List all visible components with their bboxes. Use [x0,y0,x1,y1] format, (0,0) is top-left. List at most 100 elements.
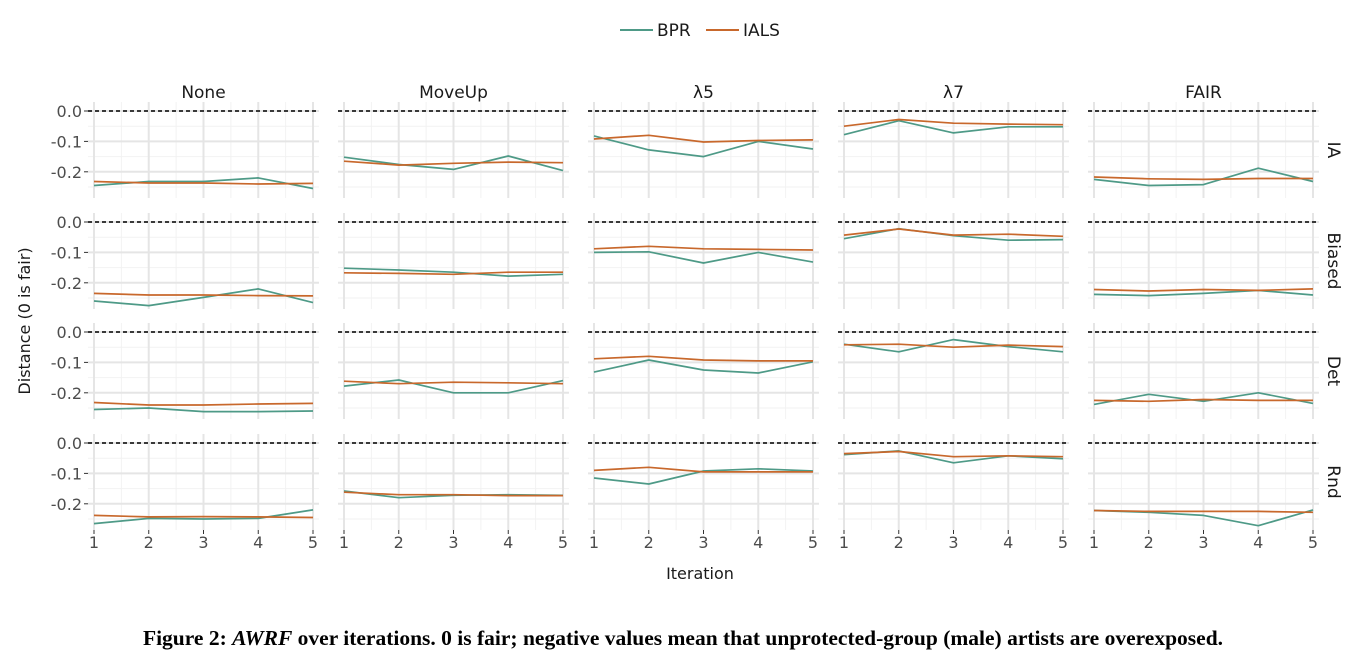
series-line-ials [343,160,564,166]
y-tick-label: 0.0 [57,102,82,121]
legend-label-ials: IALS [743,21,780,41]
series-line-bpr [593,250,814,264]
x-tick-label: 3 [948,533,958,552]
panel [338,434,569,530]
series-line-bpr [593,135,814,158]
x-tick-label: 1 [89,533,99,552]
series-line-ials [93,514,314,519]
panel [338,102,569,198]
y-tick-label: -0.2 [51,495,82,514]
caption-label: Figure 2: [142,626,227,650]
x-tick-label: 5 [308,533,318,552]
series-line-ials [843,343,1064,349]
column-facet-label: None [181,83,225,103]
panel-grid [88,102,1319,530]
x-tick-label: 2 [394,533,404,552]
series-line-bpr [843,338,1064,353]
y-tick-label: -0.1 [51,464,82,483]
series-line-ials [1093,176,1313,181]
series-line-ials [843,118,1064,128]
axes: 0.0 -0.1 -0.2 0.0 -0.1 -0.2 0.0 -0.1 -0.2 0.0 -0.1… [51,102,1318,552]
series-line-ials [1093,398,1313,403]
panel [88,434,319,530]
x-tick-label: 1 [839,533,849,552]
column-facet-label: MoveUp [419,83,488,103]
series-line-ials [343,491,563,497]
column-facet-label: λ5 [693,83,714,103]
x-tick-label: 4 [1003,533,1013,552]
legend: BPR IALS [620,21,780,41]
x-tick-label: 4 [753,533,763,552]
x-tick-label: 2 [144,533,154,552]
panel [338,213,569,309]
x-tick-label: 2 [894,533,904,552]
x-tick-label: 2 [1144,533,1154,552]
x-tick-label: 3 [1198,533,1208,552]
panel [838,102,1069,198]
caption-metric: AWRF [232,626,293,650]
panel [838,434,1069,530]
figure-caption: Figure 2: AWRF over iterations. 0 is fai… [0,626,1366,651]
series-line-bpr [593,359,814,374]
panel [1088,102,1319,198]
legend-label-bpr: BPR [657,21,691,41]
x-tick-label: 1 [339,533,349,552]
x-tick-label: 5 [808,533,818,552]
y-axis-title: Distance (0 is fair) [15,247,34,394]
x-tick-label: 2 [644,533,654,552]
facet-line-chart: BPR IALS None MoveUp λ5 λ7 FAIR IA Biased Det Rnd… [15,21,1343,583]
row-facet-label: Rnd [1323,465,1343,498]
panel [1088,434,1319,530]
panel [338,323,569,419]
panel [1088,213,1319,309]
x-tick-label: 4 [503,533,513,552]
series-line-ials [593,134,814,143]
series-line-ials [93,292,314,297]
caption-text: over iterations. 0 is fair; negative val… [292,626,1224,650]
x-tick-label: 5 [1308,533,1318,552]
series-line-ials [1093,288,1314,292]
panel [588,102,819,198]
y-tick-label: 0.0 [57,213,82,232]
series-line-bpr [1093,289,1314,297]
y-tick-label: -0.2 [51,384,82,403]
x-tick-label: 1 [589,533,599,552]
x-tick-label: 1 [1089,533,1099,552]
row-facet-label: Biased [1323,233,1343,290]
series-line-ials [593,355,813,362]
series-line-bpr [843,119,1063,136]
series-line-bpr [93,288,314,307]
series-line-bpr [93,509,314,525]
panel [588,213,819,309]
series-line-bpr [1093,167,1314,187]
y-tick-label: -0.2 [51,163,82,182]
facet-strips: None MoveUp λ5 λ7 FAIR IA Biased Det Rnd [181,83,1343,499]
y-tick-label: -0.2 [51,274,82,293]
y-tick-label: 0.0 [57,323,82,342]
panel [838,323,1069,419]
series-line-ials [593,245,814,251]
legend-item-ials: IALS [706,21,780,41]
panel [88,213,319,309]
series-line-ials [1093,509,1314,514]
panel [1088,323,1319,419]
series-line-ials [93,401,314,406]
series-line-ials [843,228,1064,238]
x-tick-label: 3 [198,533,208,552]
x-tick-label: 5 [1058,533,1068,552]
column-facet-label: FAIR [1185,83,1222,103]
panel [88,323,319,419]
x-tick-label: 3 [448,533,458,552]
series-line-bpr [93,407,314,413]
row-facet-label: IA [1323,142,1343,159]
series-line-bpr [593,467,814,485]
series-line-bpr [343,155,564,172]
x-tick-label: 4 [1253,533,1263,552]
panel [88,102,319,198]
series-line-ials [93,180,314,185]
panel [838,213,1069,309]
series-line-ials [843,450,1064,458]
column-facet-label: λ7 [943,83,964,103]
series-line-ials [343,380,564,385]
panel [588,323,819,419]
